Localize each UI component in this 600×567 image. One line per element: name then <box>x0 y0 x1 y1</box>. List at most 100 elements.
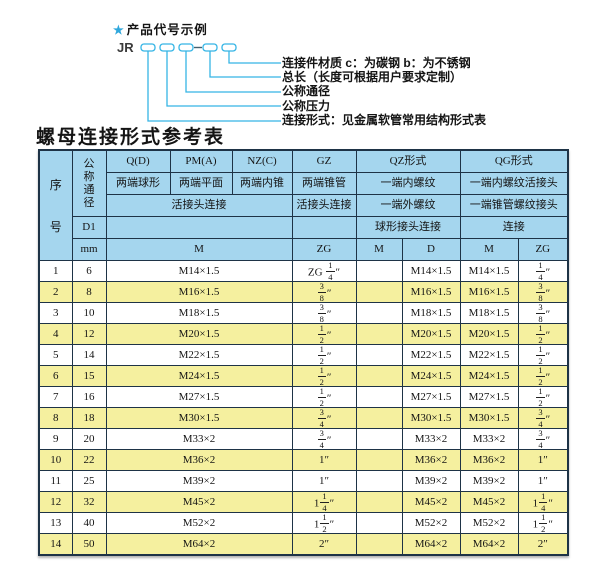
nut-connection-reference-table: 序 号 公 称 通 径 Q(D) PM(A) NZ(C) GZ QZ形式 QG形… <box>38 149 570 556</box>
cell-qg-m: M16×1.5 <box>459 281 519 303</box>
cell-qg-zg: 1 2 ″ <box>517 344 569 366</box>
cell-no: 1 <box>38 260 73 282</box>
header-qg-row4: 连接 <box>459 216 569 239</box>
cell-qz-d: M52×2 <box>401 512 461 534</box>
cell-mm: 20 <box>71 428 107 450</box>
cell-qz-d: M39×2 <box>401 470 461 492</box>
header-qz-row3: 一端外螺纹 <box>355 194 461 217</box>
table-row: 10 22 M36×2 1″ M36×2 M36×2 1″ <box>38 449 569 471</box>
table-row: 6 15 M24×1.5 1 2 ″ M24×1.5 M24×1.5 1 2 ″ <box>38 365 569 387</box>
cell-qz-d: M27×1.5 <box>401 386 461 408</box>
cell-qz-d: M45×2 <box>401 491 461 513</box>
header-gz-code: GZ <box>291 149 357 173</box>
table-row: 2 8 M16×1.5 3 8 ″ M16×1.5 M16×1.5 3 8 ″ <box>38 281 569 303</box>
cell-qg-m: M18×1.5 <box>459 302 519 324</box>
header-gz-desc: 两端锥管 <box>291 172 357 195</box>
cell-mm: 40 <box>71 512 107 534</box>
cell-zg: 3 4 ″ <box>291 407 357 429</box>
cell-qz-m <box>355 260 403 282</box>
header-qg-row3: 一端锥管螺纹接头 <box>459 194 569 217</box>
cell-m: M18×1.5 <box>105 302 293 324</box>
cell-qz-m <box>355 533 403 556</box>
header-nz-desc: 两端内锥 <box>231 172 293 195</box>
cell-zg: 3 4 ″ <box>291 428 357 450</box>
cell-qg-m: M52×2 <box>459 512 519 534</box>
code-box-4 <box>202 43 218 52</box>
cell-qz-d: M16×1.5 <box>401 281 461 303</box>
cell-qz-d: M64×2 <box>401 533 461 556</box>
cell-zg: 1 2 ″ <box>291 365 357 387</box>
cell-mm: 22 <box>71 449 107 471</box>
label-connection: 连接形式：见金属软管常用结构形式表 <box>282 113 487 127</box>
header-qz-code: QZ形式 <box>355 149 461 173</box>
leader-pressure <box>166 51 281 107</box>
cell-no: 3 <box>38 302 73 324</box>
cell-qz-m <box>355 281 403 303</box>
header-qg-code: QG形式 <box>459 149 569 173</box>
cell-no: 13 <box>38 512 73 534</box>
cell-qz-d: M24×1.5 <box>401 365 461 387</box>
cell-mm: 16 <box>71 386 107 408</box>
leader-material <box>228 51 281 64</box>
cell-no: 5 <box>38 344 73 366</box>
leader-connection <box>147 51 281 122</box>
cell-m: M39×2 <box>105 470 293 492</box>
cell-m: M33×2 <box>105 428 293 450</box>
header-d1: D1 <box>71 216 107 239</box>
cell-no: 7 <box>38 386 73 408</box>
header-pm-desc: 两端平面 <box>169 172 233 195</box>
table-row: 11 25 M39×2 1″ M39×2 M39×2 1″ <box>38 470 569 492</box>
cell-mm: 25 <box>71 470 107 492</box>
cell-qg-m: M22×1.5 <box>459 344 519 366</box>
diagram-heading: ★ 产品代号示例 <box>113 19 208 38</box>
cell-zg: 2″ <box>291 533 357 556</box>
cell-mm: 18 <box>71 407 107 429</box>
cell-mm: 6 <box>71 260 107 282</box>
cell-m: M14×1.5 <box>105 260 293 282</box>
cell-mm: 50 <box>71 533 107 556</box>
cell-m: M30×1.5 <box>105 407 293 429</box>
cell-no: 2 <box>38 281 73 303</box>
cell-qz-m <box>355 512 403 534</box>
cell-qg-zg: 3 4 ″ <box>517 407 569 429</box>
table-body: 1 6 M14×1.5 ZG 1 4 ″ M14×1.5 M14×1.5 1 4 ″ 2 8 M16×1.… <box>38 260 569 556</box>
cell-m: M36×2 <box>105 449 293 471</box>
cell-no: 9 <box>38 428 73 450</box>
cell-qg-m: M20×1.5 <box>459 323 519 345</box>
cell-no: 4 <box>38 323 73 345</box>
cell-zg: 1 2 ″ <box>291 323 357 345</box>
table-row: 8 18 M30×1.5 3 4 ″ M30×1.5 M30×1.5 3 4 ″ <box>38 407 569 429</box>
header-nz-code: NZ(C) <box>231 149 293 173</box>
header-qpn-conn: 活接头连接 <box>105 194 293 217</box>
header-q-desc: 两端球形 <box>105 172 171 195</box>
code-box-1 <box>140 43 156 52</box>
code-box-5 <box>221 43 237 52</box>
cell-qz-d: M36×2 <box>401 449 461 471</box>
table-header: 序 号 公 称 通 径 Q(D) PM(A) NZ(C) GZ QZ形式 QG形… <box>38 149 569 261</box>
table-row: 4 12 M20×1.5 1 2 ″ M20×1.5 M20×1.5 1 2 ″ <box>38 323 569 345</box>
leader-length <box>209 51 281 78</box>
cell-m: M22×1.5 <box>105 344 293 366</box>
cell-qg-m: M64×2 <box>459 533 519 556</box>
cell-qg-m: M45×2 <box>459 491 519 513</box>
cell-m: M52×2 <box>105 512 293 534</box>
cell-zg: 1 1 4 ″ <box>291 491 357 513</box>
header-seq: 序 号 <box>38 149 73 261</box>
cell-mm: 32 <box>71 491 107 513</box>
cell-qz-m <box>355 470 403 492</box>
cell-no: 8 <box>38 407 73 429</box>
cell-m: M45×2 <box>105 491 293 513</box>
cell-qg-zg: 1 1 4 ″ <box>517 491 569 513</box>
cell-qz-d: M20×1.5 <box>401 323 461 345</box>
cell-m: M64×2 <box>105 533 293 556</box>
code-box-3 <box>178 43 194 52</box>
table-row: 3 10 M18×1.5 3 8 ″ M18×1.5 M18×1.5 3 8 ″ <box>38 302 569 324</box>
cell-qg-zg: 1 2 ″ <box>517 386 569 408</box>
cell-mm: 8 <box>71 281 107 303</box>
cell-qz-d: M33×2 <box>401 428 461 450</box>
star-icon: ★ <box>113 23 125 37</box>
header-pm-code: PM(A) <box>169 149 233 173</box>
cell-zg: 1″ <box>291 470 357 492</box>
cell-m: M24×1.5 <box>105 365 293 387</box>
